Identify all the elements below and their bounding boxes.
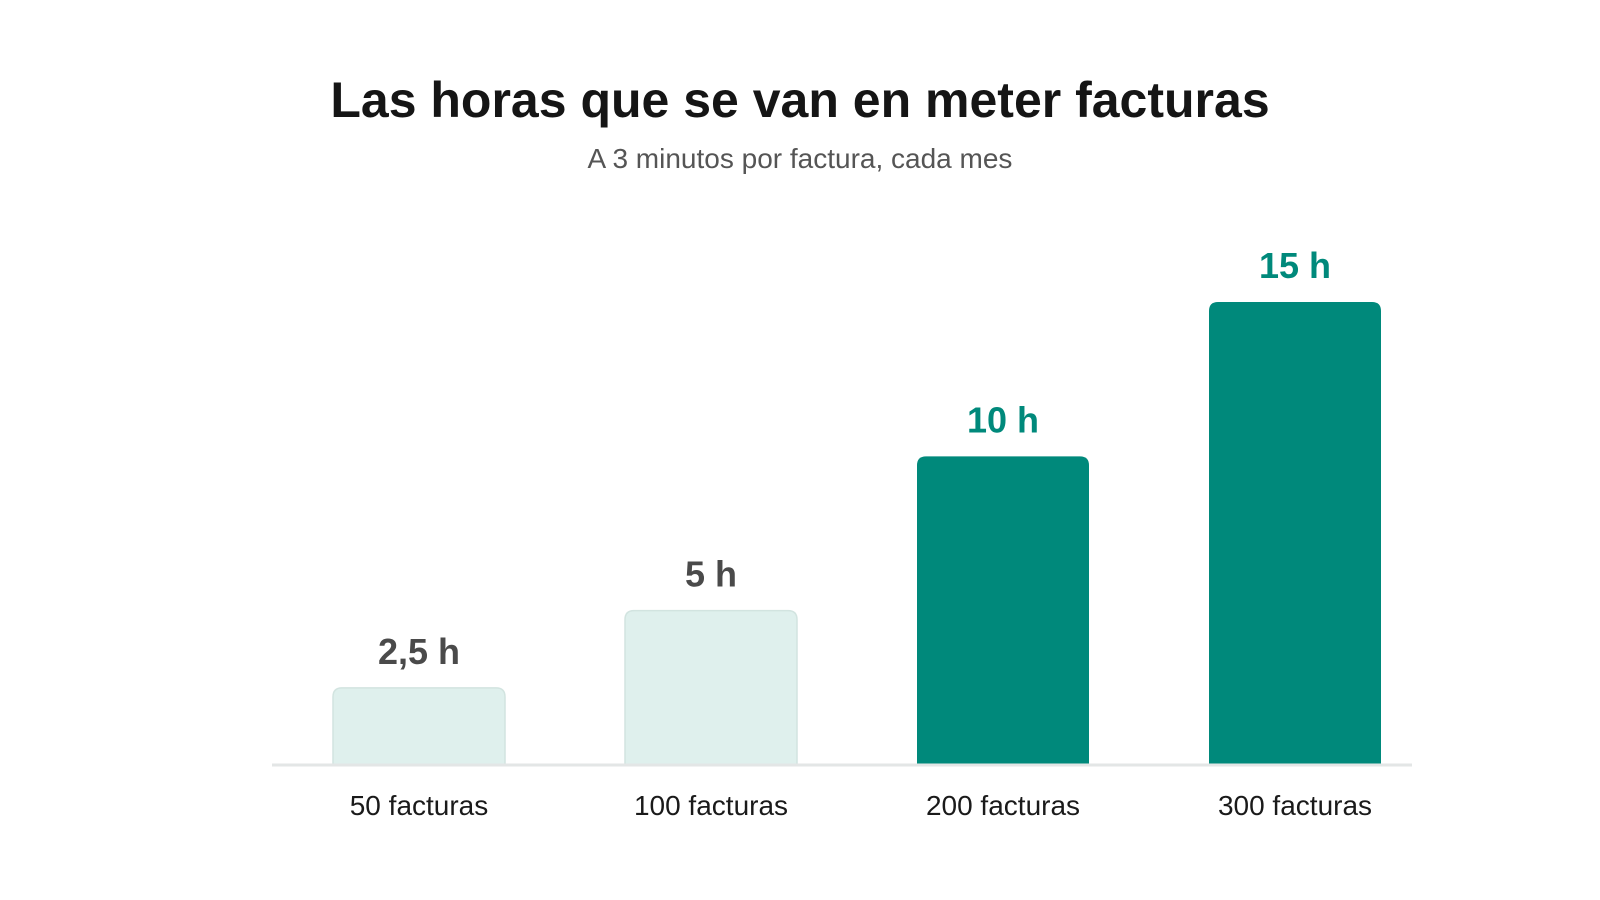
labels-group: 2,5 h 50 facturas 5 h 100 facturas 10 h 200 f… — [350, 245, 1372, 821]
value-label-4: 15 h — [1259, 245, 1331, 286]
value-label-1: 2,5 h — [378, 631, 460, 672]
value-label-3: 10 h — [967, 399, 1039, 440]
chart-title: Las horas que se van en meter facturas — [330, 72, 1270, 128]
chart-subtitle: A 3 minutos por factura, cada mes — [587, 143, 1013, 174]
category-label-1: 50 facturas — [350, 790, 489, 821]
category-label-4: 300 facturas — [1218, 790, 1372, 821]
category-label-2: 100 facturas — [634, 790, 788, 821]
bars-group — [332, 302, 1381, 766]
bar-2 — [624, 609, 798, 766]
bar-4 — [1209, 302, 1381, 765]
bar-1 — [332, 687, 506, 766]
bar-3 — [917, 456, 1089, 765]
value-label-2: 5 h — [685, 554, 737, 595]
category-label-3: 200 facturas — [926, 790, 1080, 821]
